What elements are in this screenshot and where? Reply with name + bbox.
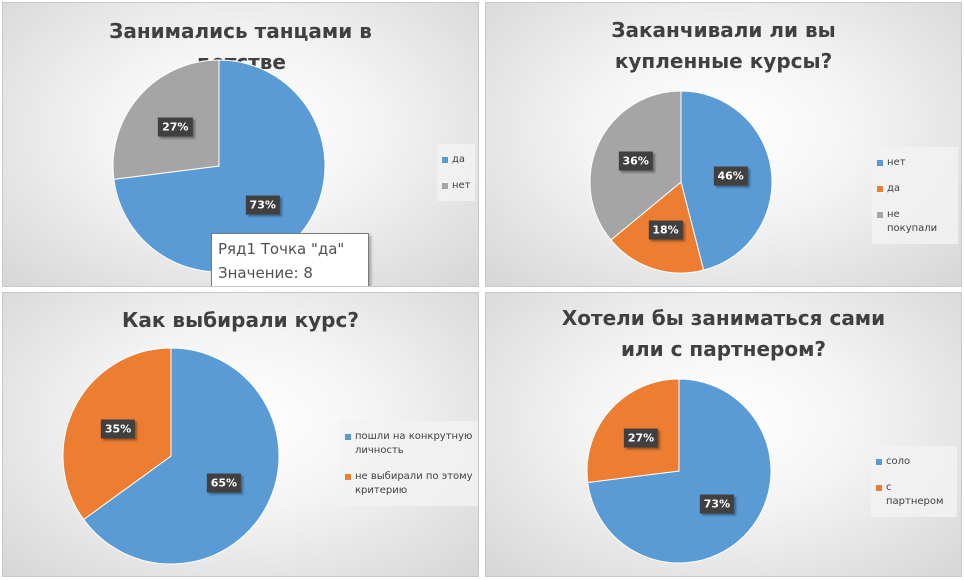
- tooltip: Ряд1 Точка "да" Значение: 8 (73%): [211, 233, 369, 286]
- data-label: 27%: [158, 117, 193, 137]
- tooltip-value: Значение: 8 (73%): [218, 264, 313, 282]
- tooltip-series: Ряд1 Точка "да": [218, 240, 345, 258]
- legend-label: нет: [452, 180, 471, 191]
- legend-swatch: [345, 474, 351, 480]
- legend-label: да: [452, 154, 466, 165]
- pie-chart: [589, 90, 773, 274]
- data-label: 73%: [699, 494, 735, 514]
- legend-item[interactable]: не выбирали по этому критерию: [345, 470, 473, 498]
- legend: соло с партнером: [871, 446, 957, 517]
- legend-swatch: [876, 485, 882, 491]
- legend-item[interactable]: соло: [876, 455, 952, 469]
- legend-item[interactable]: нет: [877, 156, 953, 170]
- legend-swatch: [877, 186, 883, 192]
- legend-swatch: [442, 183, 448, 189]
- legend-swatch: [345, 434, 351, 440]
- legend-item[interactable]: с партнером: [876, 481, 952, 509]
- data-label: 46%: [713, 166, 748, 186]
- data-label: 35%: [100, 419, 136, 439]
- legend-swatch: [877, 160, 883, 166]
- chart-panel-3[interactable]: Как выбирали курс? пошли на конкрутную л…: [2, 292, 479, 577]
- chart-panel-2[interactable]: Заканчивали ли вы купленные курсы? нет да…: [485, 2, 962, 287]
- data-label: 27%: [623, 428, 659, 448]
- data-label: 65%: [206, 473, 242, 493]
- legend-item[interactable]: да: [877, 182, 953, 196]
- chart-title: Заканчивали ли вы купленные курсы?: [611, 18, 836, 73]
- legend-swatch: [442, 157, 448, 163]
- legend-label: нет: [887, 157, 906, 168]
- pie-slice-1[interactable]: [82, 347, 280, 565]
- legend-label: да: [887, 183, 901, 194]
- data-label: 73%: [245, 195, 280, 215]
- legend-label: не покупали: [887, 209, 938, 234]
- legend-label: соло: [886, 456, 911, 467]
- legend-item[interactable]: да: [442, 153, 470, 167]
- data-label: 36%: [618, 151, 653, 171]
- legend-swatch: [877, 212, 883, 218]
- chart-title: Хотели бы заниматься сами или с партнеро…: [561, 306, 886, 361]
- legend-item[interactable]: пошли на конкрутную личность: [345, 430, 473, 458]
- legend: нет да не покупали: [872, 147, 958, 244]
- legend-label: с партнером: [886, 482, 944, 507]
- chart-title: Как выбирали курс?: [122, 308, 359, 332]
- data-label: 18%: [648, 220, 683, 240]
- legend: да нет: [437, 144, 475, 201]
- legend: пошли на конкрутную личность не выбирали …: [340, 421, 478, 506]
- chart-panel-4[interactable]: Хотели бы заниматься сами или с партнеро…: [485, 292, 962, 577]
- legend-item[interactable]: нет: [442, 179, 471, 193]
- legend-item[interactable]: не покупали: [877, 208, 953, 236]
- legend-swatch: [876, 459, 882, 465]
- legend-label: пошли на конкрутную личность: [355, 431, 473, 456]
- pie-chart: [586, 378, 772, 564]
- legend-label: не выбирали по этому критерию: [355, 471, 473, 496]
